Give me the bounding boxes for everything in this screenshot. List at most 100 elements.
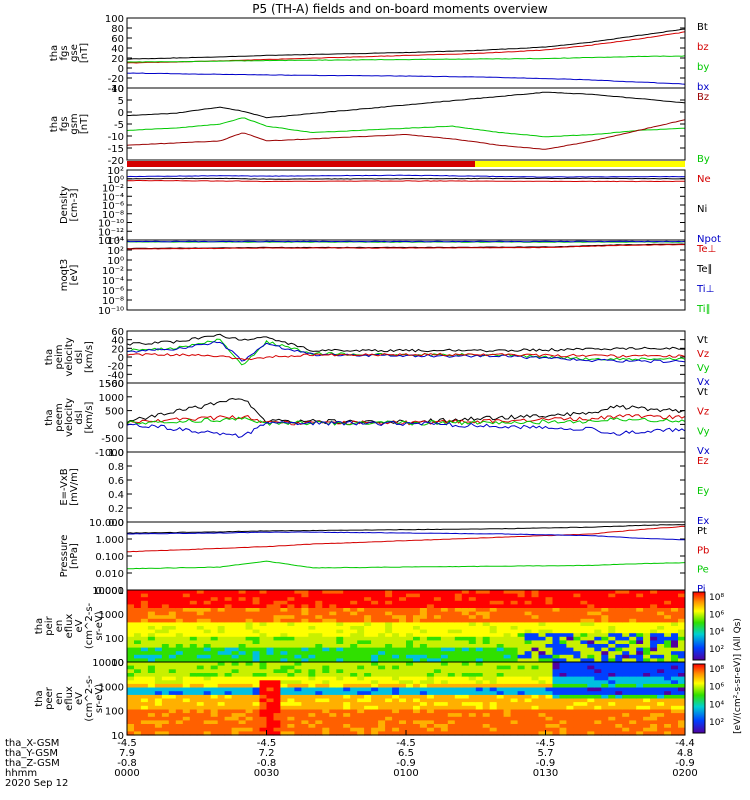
cell <box>245 669 254 674</box>
cell <box>378 731 386 736</box>
cell <box>127 611 135 616</box>
cell <box>182 618 191 623</box>
cell <box>127 727 135 732</box>
cell <box>336 720 344 725</box>
cell <box>657 662 665 667</box>
cell <box>329 597 337 602</box>
cell <box>127 705 135 710</box>
cell <box>622 629 630 634</box>
cell <box>231 636 240 641</box>
cell <box>447 694 456 700</box>
cell <box>175 683 184 689</box>
cell <box>524 687 533 692</box>
cell <box>371 691 379 696</box>
cell <box>615 636 623 641</box>
ytick-label-density: 10⁻⁴ <box>102 192 124 203</box>
cell <box>587 618 595 623</box>
cell <box>343 683 351 689</box>
cell <box>392 600 400 605</box>
cell <box>336 629 344 634</box>
cell <box>489 647 498 652</box>
ytick-label-peir_eflux: 100 <box>105 634 124 645</box>
ytick-label-peem_velocity: 1000 <box>99 393 124 404</box>
cell <box>573 611 581 616</box>
cell <box>161 600 170 605</box>
cell <box>503 705 512 710</box>
cell <box>671 676 679 681</box>
cell <box>419 644 428 649</box>
series-density-Npot <box>126 174 686 178</box>
cell <box>189 622 198 627</box>
cell <box>350 731 358 736</box>
cell <box>224 590 233 595</box>
cell <box>287 622 295 627</box>
cell <box>622 633 630 638</box>
cell <box>140 651 149 656</box>
cell <box>371 698 379 703</box>
cell <box>643 608 651 613</box>
cell <box>524 629 533 634</box>
cell <box>419 727 428 732</box>
cell <box>657 724 665 729</box>
cell <box>678 676 686 681</box>
cell <box>657 647 665 652</box>
cell <box>580 705 588 710</box>
cell <box>608 647 616 652</box>
cell <box>406 600 414 605</box>
legend-fgs_gse: bz <box>697 42 709 53</box>
cell <box>280 683 288 689</box>
cell <box>643 673 651 678</box>
cell <box>315 640 323 645</box>
cell <box>608 644 616 649</box>
cell <box>273 654 281 659</box>
cell <box>196 705 205 710</box>
cell <box>364 633 372 638</box>
cell <box>475 593 484 598</box>
cell <box>364 600 372 605</box>
cell <box>503 622 512 627</box>
cell <box>552 626 560 631</box>
cell <box>580 669 588 674</box>
ytick-label-density: 10⁻⁶ <box>102 201 124 212</box>
cell <box>482 724 491 729</box>
cell <box>385 716 393 721</box>
ytick-label-fgs_gse: 0 <box>118 64 124 75</box>
cell <box>573 665 581 670</box>
ylabel-peem_velocity: dsl <box>74 410 85 424</box>
cell <box>580 683 588 689</box>
cell <box>301 662 309 667</box>
cell <box>489 702 498 707</box>
cell <box>664 731 672 736</box>
cell <box>594 608 602 613</box>
cell <box>573 593 581 598</box>
cell <box>678 629 686 634</box>
cell <box>601 662 609 667</box>
cell <box>413 618 421 623</box>
ytick-label-fgs_gse: 20 <box>111 54 124 65</box>
cell <box>419 590 428 595</box>
cell <box>664 676 672 681</box>
cell <box>231 680 240 685</box>
cell <box>343 615 351 620</box>
cell <box>392 608 400 613</box>
cell <box>140 698 149 703</box>
cell <box>671 615 679 620</box>
cell <box>378 713 386 718</box>
cell <box>140 622 149 627</box>
cell <box>580 662 588 667</box>
cell <box>315 716 323 721</box>
cell <box>273 731 281 736</box>
cell <box>175 665 184 670</box>
cell <box>273 651 281 656</box>
cell <box>392 629 400 634</box>
cell <box>196 658 205 663</box>
cell <box>189 600 198 605</box>
cell <box>210 709 219 714</box>
cell <box>280 727 288 732</box>
cell <box>238 640 247 645</box>
cell <box>357 731 365 736</box>
cell <box>238 724 247 729</box>
cell <box>545 593 553 598</box>
cell <box>587 633 595 638</box>
cell <box>643 680 651 685</box>
